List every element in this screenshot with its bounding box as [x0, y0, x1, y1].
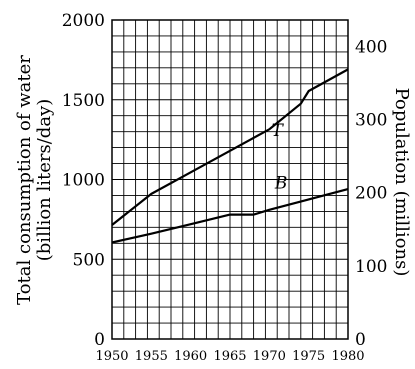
series-line-T [111, 68, 349, 226]
y-left-tick-label: 1500 [62, 91, 105, 111]
series-label-T: T [272, 121, 285, 141]
y-axis-left-label-line2: (billion liters/day) [34, 99, 55, 261]
y-left-tick-label: 0 [94, 330, 105, 350]
y-right-tick-label: 200 [355, 184, 387, 204]
series-line-B [111, 188, 349, 244]
x-tick-label: 1970 [253, 349, 286, 364]
y-left-tick-label: 2000 [62, 11, 105, 31]
label-layer: TB [272, 121, 288, 194]
x-tick-label: 1980 [331, 349, 364, 364]
y-axis-left-title: Total consumption of water (billion lite… [14, 55, 55, 305]
y-left-tick-label: 1000 [62, 171, 105, 191]
x-tick-label: 1950 [95, 349, 128, 364]
x-tick-label: 1975 [292, 349, 325, 364]
y-right-tick-label: 100 [355, 257, 387, 277]
series-layer [111, 68, 349, 244]
y-right-tick-label: 400 [355, 37, 387, 57]
x-tick-label: 1965 [213, 349, 246, 364]
y-right-tick-label: 0 [355, 330, 366, 350]
y-axis-right-label: Population (millions) [391, 88, 412, 277]
series-label-B: B [274, 174, 288, 194]
y-axis-left-label-line1: Total consumption of water [14, 55, 35, 305]
tick-layer: 0 500 1000 1500 2000 0 100 200 300 400 1950 1955 196… [62, 11, 388, 364]
x-tick-label: 1960 [174, 349, 207, 364]
y-left-tick-label: 500 [73, 250, 105, 270]
grid [112, 20, 348, 339]
x-tick-label: 1955 [135, 349, 168, 364]
plot-frame [111, 19, 349, 340]
y-right-tick-label: 300 [355, 111, 387, 131]
